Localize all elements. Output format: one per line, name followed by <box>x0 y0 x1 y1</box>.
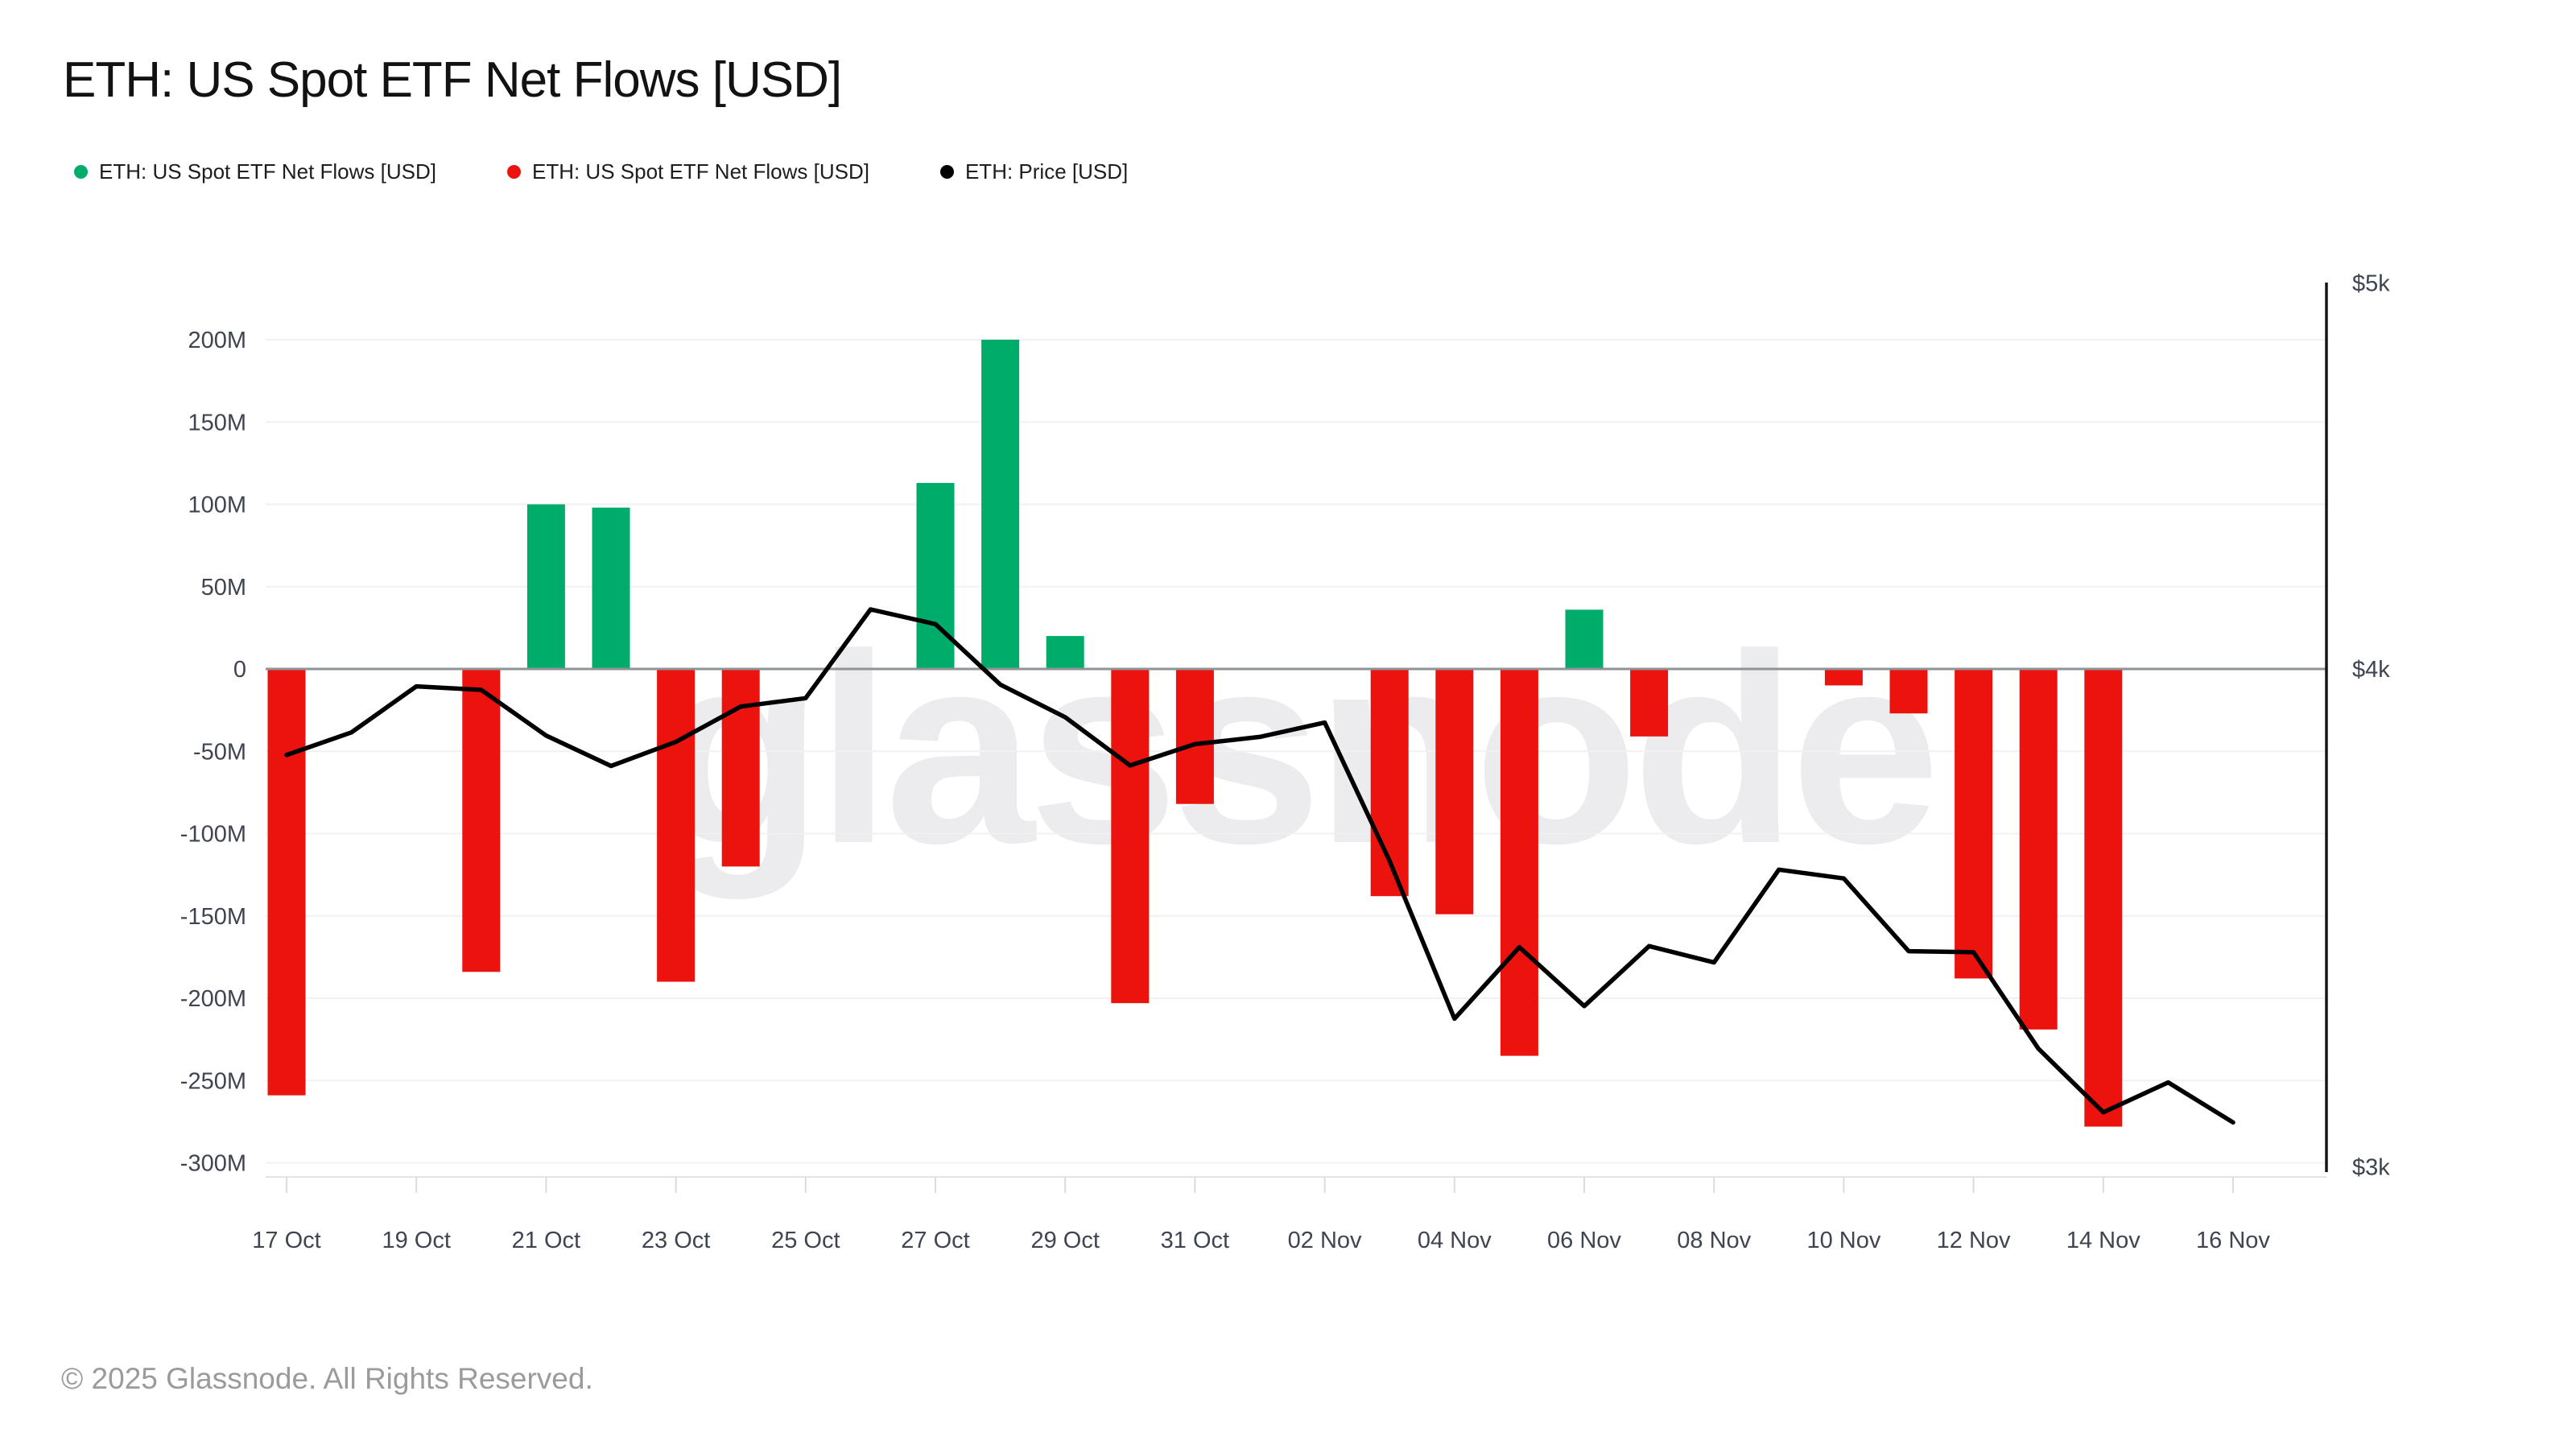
netflow-bar-29-oct[interactable] <box>1046 636 1084 669</box>
x-axis-tick-label: 12 Nov <box>1937 1228 2011 1253</box>
copyright-footer: © 2025 Glassnode. All Rights Reserved. <box>61 1362 593 1395</box>
x-axis-tick-label: 21 Oct <box>512 1228 580 1253</box>
netflow-bar-05-nov[interactable] <box>1500 669 1538 1056</box>
x-axis-tick-label: 14 Nov <box>2066 1228 2140 1253</box>
netflow-bar-06-nov[interactable] <box>1565 609 1604 669</box>
legend-item-label: ETH: US Spot ETF Net Flows [USD] <box>531 159 869 184</box>
right-axis-tick-label: $5k <box>2352 270 2390 296</box>
legend-item-label: ETH: US Spot ETF Net Flows [USD] <box>99 159 436 184</box>
legend-item-netflow-outflow[interactable]: ETH: US Spot ETF Net Flows [USD] <box>506 159 869 184</box>
left-axis-tick-label: -100M <box>180 822 246 848</box>
x-axis-tick-label: 23 Oct <box>642 1228 710 1253</box>
glassnode-watermark: glassnode <box>658 598 1934 901</box>
x-axis-tick-label: 17 Oct <box>252 1228 320 1253</box>
left-axis-tick-label: -200M <box>180 986 246 1012</box>
netflow-bar-04-nov[interactable] <box>1435 669 1474 914</box>
left-axis-tick-label: -150M <box>180 904 246 930</box>
page-title: ETH: US Spot ETF Net Flows [USD] <box>63 52 842 108</box>
netflow-bar-20-oct[interactable] <box>462 669 501 972</box>
x-axis-tick-label: 19 Oct <box>382 1228 450 1253</box>
netflow-bar-14-nov[interactable] <box>2084 669 2123 1127</box>
outflow-dot-icon <box>506 165 521 179</box>
x-axis-tick-label: 10 Nov <box>1806 1228 1880 1253</box>
netflow-bar-17-oct[interactable] <box>267 669 306 1096</box>
x-axis-tick-label: 02 Nov <box>1288 1228 1362 1253</box>
netflow-bar-21-oct[interactable] <box>526 504 565 670</box>
left-axis-tick-label: -50M <box>193 739 246 765</box>
netflow-bar-11-nov[interactable] <box>1889 669 1928 714</box>
netflow-bar-13-nov[interactable] <box>2019 669 2058 1030</box>
left-axis-tick-label: 150M <box>188 410 246 436</box>
x-axis-tick-label: 04 Nov <box>1418 1228 1492 1253</box>
left-axis-tick-label: 50M <box>201 575 246 601</box>
netflow-bar-24-oct[interactable] <box>721 669 760 867</box>
legend-item-label: ETH: Price [USD] <box>964 159 1129 184</box>
x-axis-tick-label: 25 Oct <box>771 1228 840 1253</box>
netflow-bar-27-oct[interactable] <box>916 482 955 669</box>
left-axis-tick-label: -300M <box>180 1151 246 1177</box>
netflow-bar-12-nov[interactable] <box>1955 669 1993 979</box>
left-axis-tick-label: 100M <box>188 493 246 518</box>
legend-item-netflow-inflow[interactable]: ETH: US Spot ETF Net Flows [USD] <box>74 159 436 184</box>
left-axis-tick-label: -250M <box>180 1068 246 1094</box>
netflow-bar-10-nov[interactable] <box>1824 669 1863 686</box>
left-axis-tick-label: 200M <box>188 328 246 353</box>
x-axis-tick-label: 31 Oct <box>1161 1228 1229 1253</box>
right-axis-tick-label: $4k <box>2352 657 2390 683</box>
x-axis-tick-label: 06 Nov <box>1547 1228 1621 1253</box>
inflow-dot-icon <box>74 165 88 179</box>
left-axis-tick-label: 0 <box>233 657 246 683</box>
netflow-bar-07-nov[interactable] <box>1630 669 1669 737</box>
x-axis-tick-label: 08 Nov <box>1677 1228 1751 1253</box>
chart-legend: ETH: US Spot ETF Net Flows [USD] ETH: US… <box>74 159 1128 184</box>
x-axis-tick-label: 29 Oct <box>1030 1228 1099 1253</box>
netflow-bar-23-oct[interactable] <box>657 669 696 982</box>
netflow-bar-30-oct[interactable] <box>1111 669 1150 1004</box>
netflow-bar-28-oct[interactable] <box>981 340 1020 669</box>
netflow-bar-31-oct[interactable] <box>1175 669 1214 804</box>
x-axis-tick-label: 16 Nov <box>2196 1228 2270 1253</box>
price-dot-icon <box>939 165 954 179</box>
x-axis-tick-label: 27 Oct <box>901 1228 969 1253</box>
right-axis-tick-label: $3k <box>2352 1154 2390 1180</box>
price-line[interactable] <box>284 607 2235 1125</box>
netflow-bar-22-oct[interactable] <box>592 507 630 669</box>
legend-item-price[interactable]: ETH: Price [USD] <box>939 159 1129 184</box>
